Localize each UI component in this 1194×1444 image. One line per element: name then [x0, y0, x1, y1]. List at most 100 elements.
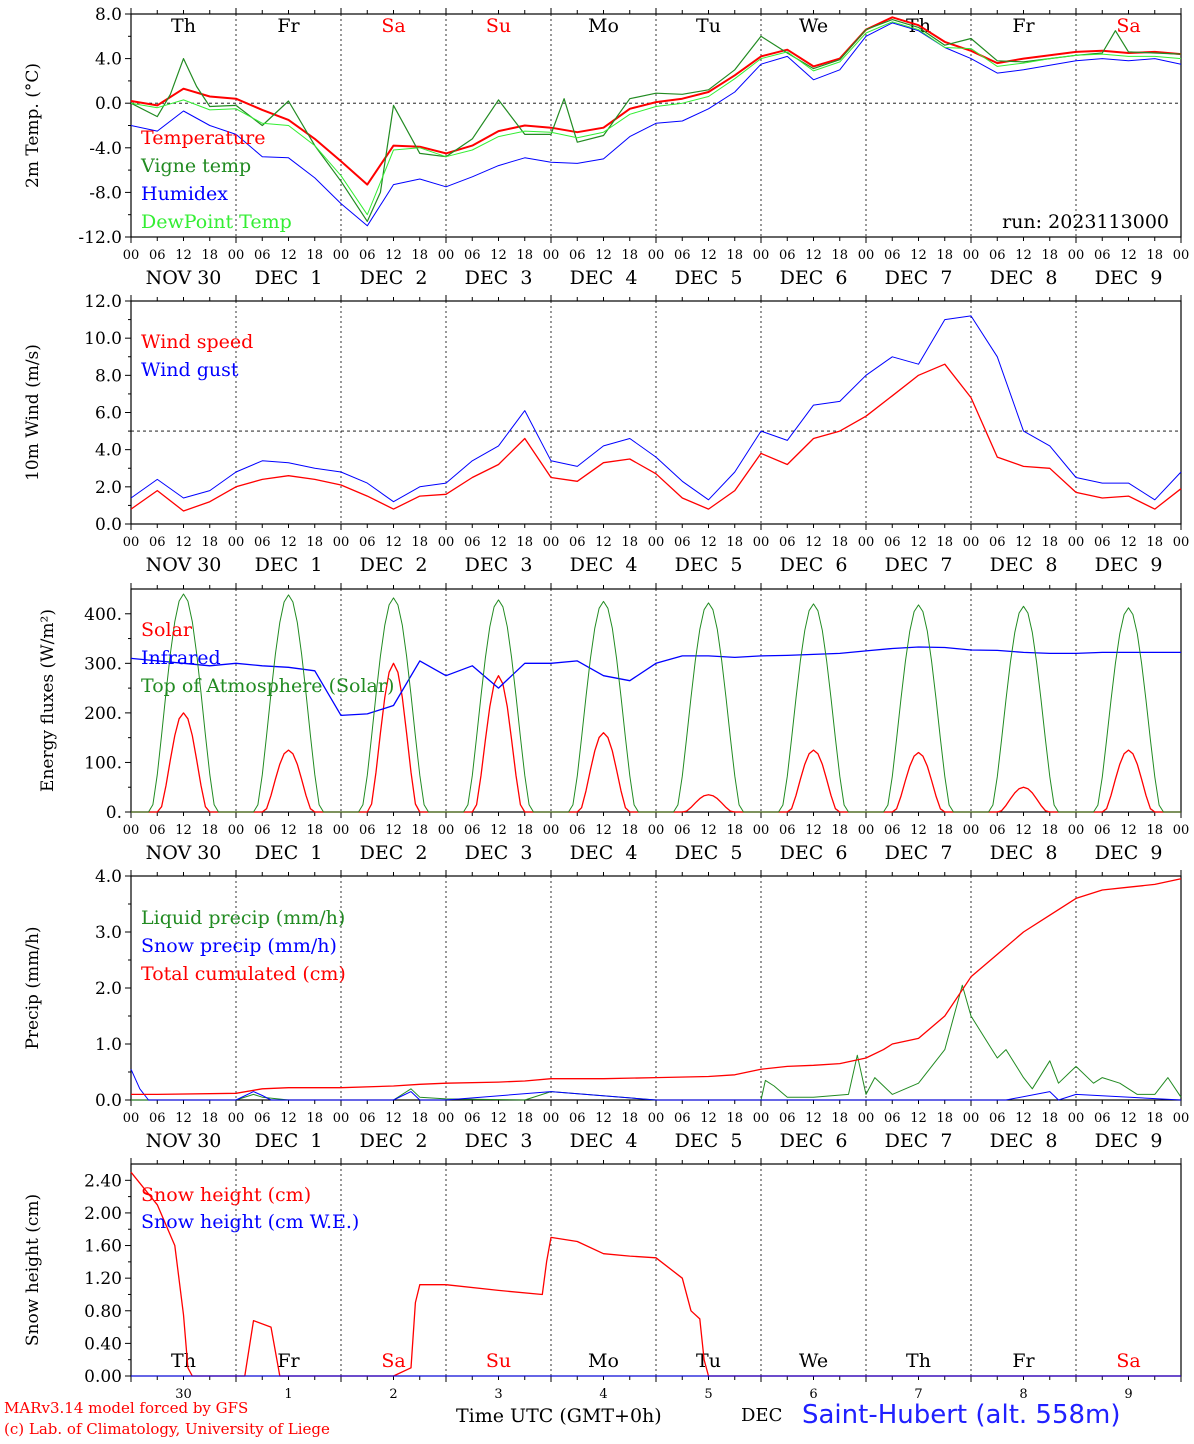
- day-name-label: Tu: [696, 1350, 721, 1372]
- x-hour-label: 12: [175, 535, 192, 550]
- x-hour-label: 12: [280, 535, 297, 550]
- x-date-label: DEC 4: [570, 842, 638, 864]
- x-hour-label: 12: [700, 1111, 717, 1126]
- x-hour-label: 06: [989, 248, 1006, 263]
- x-hour-label: 06: [254, 248, 271, 263]
- x-hour-label: 00: [753, 823, 770, 838]
- y-tick-label: 300.: [84, 654, 122, 674]
- x-hour-label: 18: [516, 248, 533, 263]
- x-hour-label: 00: [1173, 535, 1190, 550]
- y-tick-label: 1.60: [84, 1237, 122, 1257]
- x-date-label: DEC 1: [255, 554, 323, 576]
- y-tick-label: 10.0: [84, 329, 122, 349]
- legend-entry: Total cumulated (cm): [141, 963, 346, 985]
- y-tick-label: 0.40: [84, 1334, 122, 1354]
- x-day-number: 3: [494, 1387, 502, 1402]
- legend-entry: Snow height (cm W.E.): [141, 1211, 359, 1233]
- x-hour-label: 00: [963, 248, 980, 263]
- x-hour-label: 00: [753, 248, 770, 263]
- x-hour-label: 06: [779, 1111, 796, 1126]
- x-date-label: DEC 2: [360, 1130, 428, 1152]
- x-hour-label: 12: [910, 248, 927, 263]
- x-hour-label: 12: [1120, 248, 1137, 263]
- x-date-label: DEC 9: [1095, 267, 1163, 289]
- x-hour-label: 06: [359, 535, 376, 550]
- x-hour-label: 06: [884, 535, 901, 550]
- x-date-label: DEC 6: [780, 267, 848, 289]
- x-hour-label: 00: [963, 823, 980, 838]
- x-hour-label: 18: [201, 1111, 218, 1126]
- x-date-label: DEC 9: [1095, 842, 1163, 864]
- y-tick-label: 2.40: [84, 1171, 122, 1191]
- x-hour-label: 18: [621, 535, 638, 550]
- x-hour-label: 00: [753, 535, 770, 550]
- x-hour-label: 12: [1120, 535, 1137, 550]
- x-date-label: DEC 8: [990, 842, 1058, 864]
- x-date-label: DEC 3: [465, 554, 533, 576]
- legend-entry: Solar: [141, 619, 193, 641]
- day-name-label: Th: [171, 1350, 196, 1372]
- x-date-label: DEC 6: [780, 554, 848, 576]
- x-hour-label: 06: [149, 535, 166, 550]
- y-tick-label: 200.: [84, 704, 122, 724]
- series-line-3: [130, 22, 1182, 227]
- x-hour-label: 00: [858, 823, 875, 838]
- x-hour-label: 18: [831, 535, 848, 550]
- x-hour-label: 12: [910, 1111, 927, 1126]
- x-hour-label: 18: [936, 248, 953, 263]
- y-axis-title: 10m Wind (m/s): [23, 344, 43, 481]
- y-tick-label: 100.: [84, 753, 122, 773]
- x-day-number: 8: [1019, 1387, 1027, 1402]
- y-tick-label: 12.0: [84, 292, 122, 312]
- x-date-label: DEC 7: [885, 554, 953, 576]
- x-hour-label: 18: [201, 535, 218, 550]
- day-name-label: We: [799, 1350, 828, 1372]
- series-line-2: [130, 19, 1182, 222]
- x-hour-label: 00: [1068, 1111, 1085, 1126]
- x-hour-label: 00: [1173, 823, 1190, 838]
- x-hour-label: 06: [1094, 248, 1111, 263]
- x-hour-label: 06: [569, 1111, 586, 1126]
- legend-entry: Wind speed: [141, 331, 253, 353]
- y-tick-label: 4.0: [95, 867, 122, 887]
- x-hour-label: 00: [1068, 535, 1085, 550]
- day-name-label: Su: [486, 15, 511, 37]
- day-name-label: Th: [906, 1350, 931, 1372]
- y-tick-label: 8.0: [95, 366, 122, 386]
- x-day-number: 6: [809, 1387, 817, 1402]
- x-hour-label: 12: [490, 535, 507, 550]
- x-hour-label: 06: [779, 823, 796, 838]
- y-tick-label: -12.0: [78, 228, 122, 248]
- day-name-label: Fr: [1012, 15, 1035, 37]
- y-axis-title: Energy fluxes (W/m²): [38, 609, 58, 792]
- y-tick-label: 0.: [106, 803, 122, 823]
- legend-entry: Top of Atmosphere (Solar): [141, 675, 394, 697]
- x-hour-label: 06: [779, 248, 796, 263]
- day-name-label: Fr: [1012, 1350, 1035, 1372]
- x-hour-label: 12: [700, 535, 717, 550]
- x-hour-label: 18: [516, 535, 533, 550]
- x-hour-label: 12: [490, 1111, 507, 1126]
- y-tick-label: 2.00: [84, 1204, 122, 1224]
- x-date-label: DEC 4: [570, 267, 638, 289]
- x-hour-label: 18: [831, 823, 848, 838]
- day-name-label: Sa: [381, 1350, 405, 1372]
- x-hour-label: 12: [490, 823, 507, 838]
- panel-4: 4.0 3.0 2.0 1.0 0.0 Precip (mm/h) 00 06 12 18 00 06…: [23, 867, 1189, 1152]
- x-hour-label: 18: [306, 1111, 323, 1126]
- x-hour-label: 12: [1015, 1111, 1032, 1126]
- x-hour-label: 06: [359, 1111, 376, 1126]
- x-hour-label: 18: [1146, 535, 1163, 550]
- x-hour-label: 00: [543, 535, 560, 550]
- legend-entry: Liquid precip (mm/h): [141, 907, 345, 929]
- x-hour-label: 12: [385, 1111, 402, 1126]
- series-line-2: [130, 315, 1182, 503]
- x-hour-label: 06: [884, 1111, 901, 1126]
- y-tick-label: 4.0: [95, 441, 122, 461]
- x-date-label: NOV 30: [146, 842, 222, 864]
- x-day-number: 2: [389, 1387, 397, 1402]
- x-date-label: DEC 4: [570, 554, 638, 576]
- x-hour-label: 00: [1068, 823, 1085, 838]
- x-day-number: 5: [704, 1387, 712, 1402]
